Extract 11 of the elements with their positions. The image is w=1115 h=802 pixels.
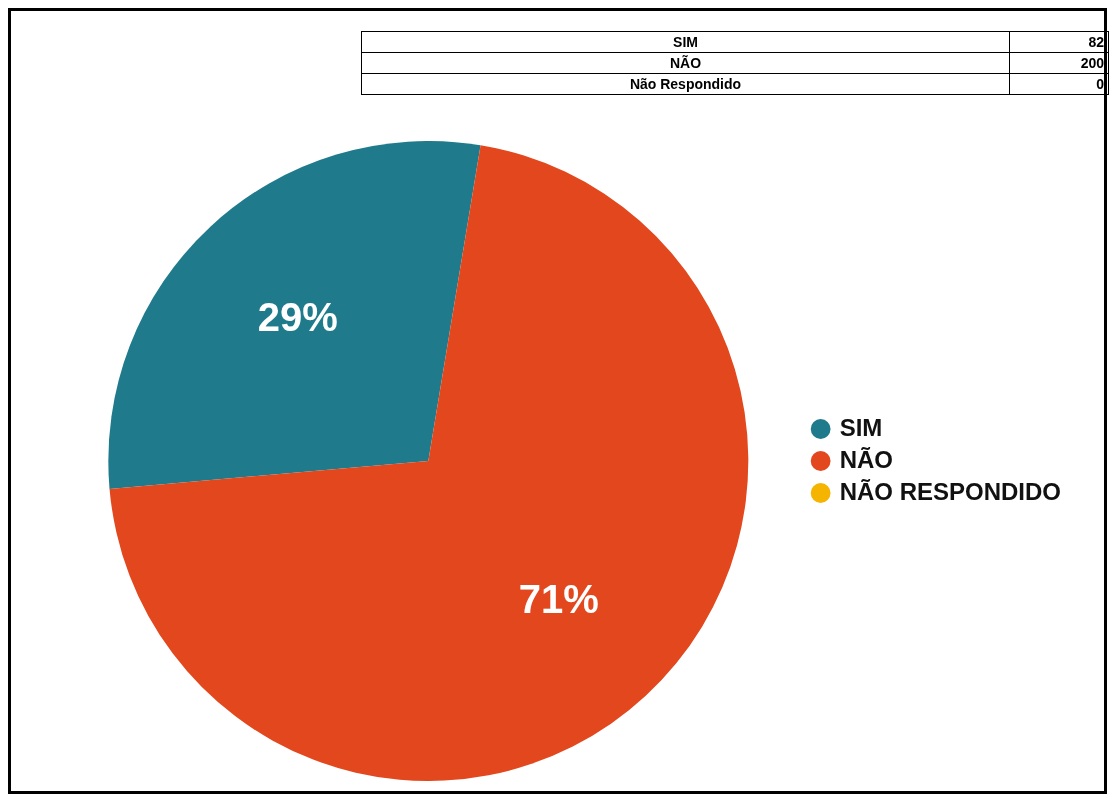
data-label: 71% bbox=[518, 576, 599, 621]
text: NÃO bbox=[361, 52, 1010, 74]
legend-label: NÃO RESPONDIDO bbox=[839, 477, 1061, 505]
text: SIM bbox=[361, 31, 1010, 53]
text: 82 bbox=[1009, 31, 1109, 53]
data-label: 29% bbox=[257, 295, 338, 340]
text: Não Respondido bbox=[361, 73, 1010, 95]
legend-label: NÃO bbox=[839, 445, 893, 473]
legend-label: SIM bbox=[839, 413, 883, 441]
text: 200 bbox=[1009, 52, 1109, 74]
text: 0 bbox=[1009, 73, 1109, 95]
